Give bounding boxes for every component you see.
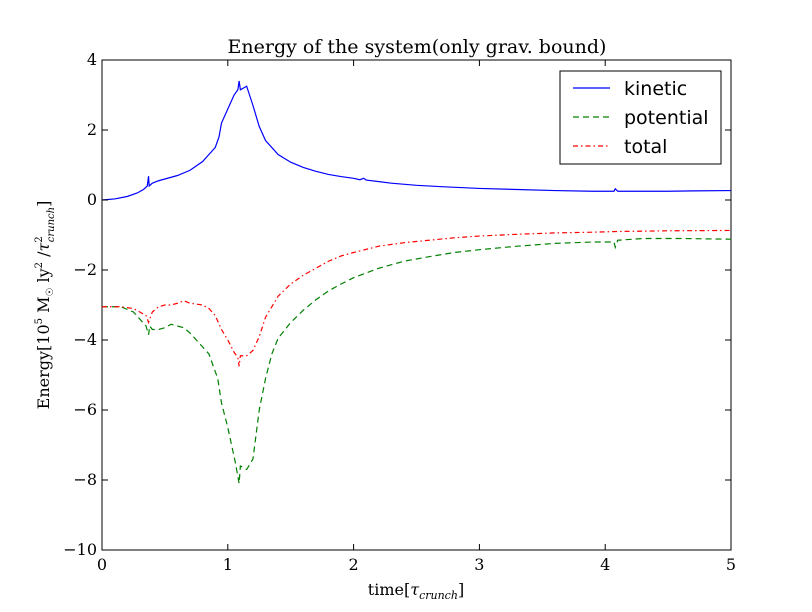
y-tick-label: −2 <box>73 260 97 279</box>
x-tick-label: 0 <box>97 555 107 574</box>
legend-label-potential: potential <box>624 107 709 129</box>
legend: kinetic potential total <box>559 70 722 165</box>
legend-label-kinetic: kinetic <box>624 78 687 100</box>
ticks-layer <box>101 59 732 551</box>
x-tick-label: 5 <box>726 555 736 574</box>
y-axis-label-group: Energy[105 M☉ ly2 /τ2crunch] <box>34 201 57 410</box>
y-tick-label: −8 <box>73 470 97 489</box>
axes-frame <box>101 59 732 551</box>
y-tick-labels: −10 −8 −6 −4 −2 0 2 4 <box>63 50 97 559</box>
x-tick-label: 3 <box>474 555 484 574</box>
legend-label-total: total <box>624 136 667 158</box>
y-tick-label: −4 <box>73 330 97 349</box>
y-tick-label: 2 <box>87 120 97 139</box>
x-tick-label: 2 <box>349 555 359 574</box>
series-line-kinetic <box>101 80 732 201</box>
series-line-total <box>102 229 732 367</box>
series-layer <box>101 80 732 484</box>
x-tick-label: 4 <box>600 555 610 574</box>
plot-area <box>101 59 732 551</box>
y-tick-label: −6 <box>73 400 97 419</box>
x-tick-labels: 0 1 2 3 4 5 <box>97 555 736 574</box>
chart-title: Energy of the system(only grav. bound) <box>228 36 607 58</box>
x-tick-label: 1 <box>223 555 233 574</box>
series-line-potential <box>102 237 732 484</box>
y-tick-label: −10 <box>63 540 97 559</box>
y-tick-label: 4 <box>87 50 97 69</box>
y-axis-label: Energy[105 M☉ ly2 /τ2crunch] <box>34 201 57 410</box>
x-axis-label: time[τcrunch] <box>368 580 464 602</box>
y-tick-label: 0 <box>87 190 97 209</box>
